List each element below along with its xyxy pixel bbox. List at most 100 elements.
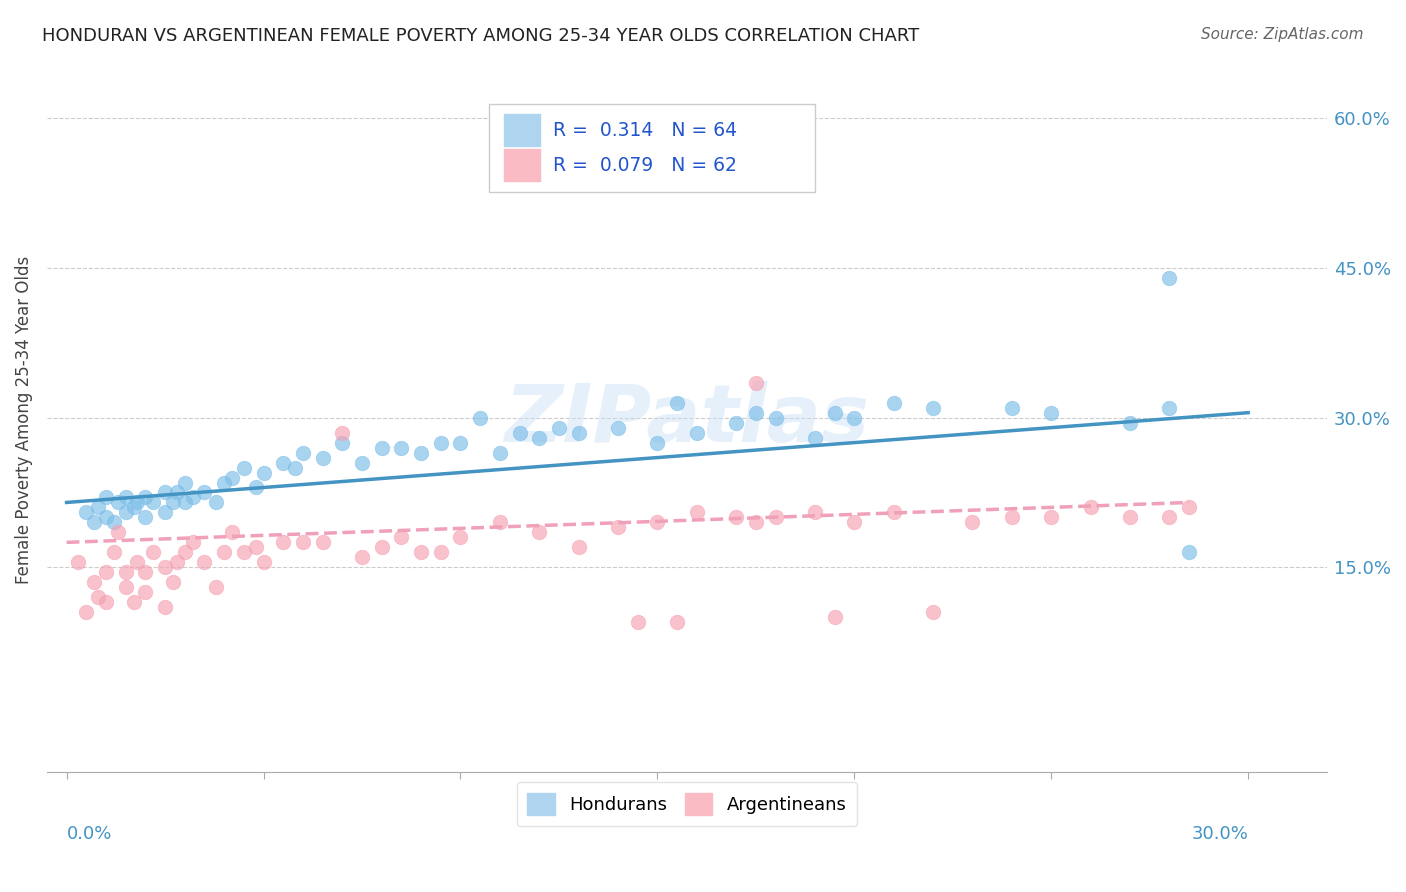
FancyBboxPatch shape: [503, 114, 540, 146]
Text: HONDURAN VS ARGENTINEAN FEMALE POVERTY AMONG 25-34 YEAR OLDS CORRELATION CHART: HONDURAN VS ARGENTINEAN FEMALE POVERTY A…: [42, 27, 920, 45]
Point: [429, 435, 451, 450]
Text: ZIPatlas: ZIPatlas: [505, 381, 869, 459]
Point: [212, 545, 235, 559]
Point: [166, 485, 188, 500]
Point: [488, 445, 510, 459]
Point: [94, 595, 117, 609]
Point: [311, 450, 333, 465]
Point: [87, 500, 110, 515]
Point: [212, 475, 235, 490]
Point: [134, 491, 156, 505]
Point: [745, 516, 768, 530]
Point: [449, 435, 471, 450]
Point: [844, 410, 866, 425]
Point: [607, 520, 630, 534]
FancyBboxPatch shape: [503, 149, 540, 181]
Point: [647, 435, 669, 450]
Point: [122, 595, 145, 609]
Point: [468, 410, 491, 425]
Point: [94, 510, 117, 524]
Point: [804, 505, 827, 519]
Point: [221, 525, 243, 540]
Point: [181, 491, 204, 505]
Point: [173, 545, 195, 559]
Point: [153, 560, 176, 574]
Text: 0.0%: 0.0%: [66, 824, 112, 843]
Point: [94, 566, 117, 580]
Point: [142, 545, 165, 559]
Point: [389, 530, 412, 544]
Point: [389, 441, 412, 455]
Point: [153, 600, 176, 615]
Point: [75, 505, 97, 519]
Point: [134, 510, 156, 524]
Point: [1178, 545, 1201, 559]
Point: [1040, 510, 1063, 524]
Point: [725, 510, 748, 524]
Point: [75, 605, 97, 619]
Point: [252, 555, 274, 569]
Point: [568, 541, 591, 555]
Point: [311, 535, 333, 549]
Point: [134, 585, 156, 599]
Point: [114, 491, 136, 505]
Point: [529, 431, 551, 445]
Point: [245, 481, 267, 495]
Point: [488, 516, 510, 530]
Point: [666, 395, 689, 409]
Point: [83, 516, 105, 530]
Point: [205, 495, 228, 509]
Point: [1001, 401, 1024, 415]
Point: [127, 555, 149, 569]
Point: [409, 445, 432, 459]
Point: [350, 456, 373, 470]
Point: [330, 435, 353, 450]
Point: [114, 505, 136, 519]
Point: [162, 495, 184, 509]
Point: [1159, 271, 1181, 285]
Point: [173, 475, 195, 490]
Point: [94, 491, 117, 505]
Point: [1119, 510, 1142, 524]
Point: [1159, 401, 1181, 415]
Point: [725, 416, 748, 430]
Point: [114, 580, 136, 594]
Point: [745, 406, 768, 420]
Point: [67, 555, 90, 569]
Point: [350, 550, 373, 565]
Point: [824, 406, 846, 420]
Point: [107, 525, 129, 540]
Point: [330, 425, 353, 440]
Text: 30.0%: 30.0%: [1191, 824, 1249, 843]
Point: [232, 545, 254, 559]
Point: [962, 516, 984, 530]
Point: [232, 460, 254, 475]
Point: [114, 566, 136, 580]
Y-axis label: Female Poverty Among 25-34 Year Olds: Female Poverty Among 25-34 Year Olds: [15, 256, 32, 584]
Point: [271, 456, 294, 470]
Point: [142, 495, 165, 509]
Point: [153, 505, 176, 519]
Point: [1178, 500, 1201, 515]
Point: [205, 580, 228, 594]
Point: [686, 505, 709, 519]
Point: [765, 510, 787, 524]
Point: [765, 410, 787, 425]
Point: [370, 541, 392, 555]
Legend: Hondurans, Argentineans: Hondurans, Argentineans: [516, 782, 858, 826]
Point: [291, 445, 314, 459]
Point: [844, 516, 866, 530]
Point: [1040, 406, 1063, 420]
Point: [245, 541, 267, 555]
Point: [647, 516, 669, 530]
Point: [627, 615, 650, 630]
Point: [127, 495, 149, 509]
Point: [824, 610, 846, 624]
Point: [271, 535, 294, 549]
Text: R =  0.314   N = 64: R = 0.314 N = 64: [553, 121, 737, 140]
Point: [162, 575, 184, 590]
Point: [922, 401, 945, 415]
Point: [804, 431, 827, 445]
Point: [221, 470, 243, 484]
Point: [1080, 500, 1102, 515]
